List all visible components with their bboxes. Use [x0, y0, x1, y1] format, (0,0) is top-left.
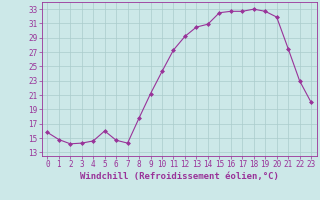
X-axis label: Windchill (Refroidissement éolien,°C): Windchill (Refroidissement éolien,°C) [80, 172, 279, 181]
